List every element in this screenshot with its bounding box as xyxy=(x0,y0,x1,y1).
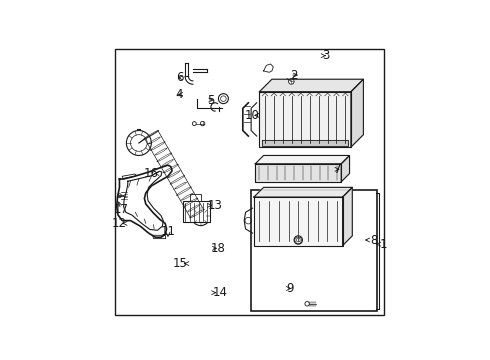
Bar xyxy=(190,194,201,201)
Text: 3: 3 xyxy=(322,49,329,62)
Text: 8: 8 xyxy=(370,234,378,247)
Polygon shape xyxy=(255,164,341,182)
Text: 2: 2 xyxy=(290,68,297,82)
Text: 7: 7 xyxy=(334,163,342,176)
Text: 5: 5 xyxy=(207,94,214,107)
Text: 14: 14 xyxy=(212,286,227,299)
Text: 4: 4 xyxy=(176,88,183,101)
Text: 9: 9 xyxy=(286,282,294,295)
Text: 17: 17 xyxy=(113,203,128,216)
Polygon shape xyxy=(259,92,351,147)
Text: 12: 12 xyxy=(111,217,126,230)
Polygon shape xyxy=(255,156,349,164)
Polygon shape xyxy=(259,79,364,92)
Text: 1: 1 xyxy=(379,238,387,251)
Polygon shape xyxy=(254,187,352,197)
Circle shape xyxy=(289,79,294,84)
Polygon shape xyxy=(262,140,348,146)
Polygon shape xyxy=(341,156,349,182)
Bar xyxy=(183,201,210,222)
Polygon shape xyxy=(351,79,364,147)
Text: 13: 13 xyxy=(208,199,223,212)
Text: 10: 10 xyxy=(245,109,259,122)
Polygon shape xyxy=(343,187,352,246)
Circle shape xyxy=(294,236,302,244)
Polygon shape xyxy=(254,197,343,246)
Text: 6: 6 xyxy=(176,71,183,84)
Text: 11: 11 xyxy=(160,225,175,238)
Bar xyxy=(251,190,377,311)
Text: 16: 16 xyxy=(143,167,158,180)
Text: 15: 15 xyxy=(172,257,187,270)
Text: 18: 18 xyxy=(211,242,226,255)
